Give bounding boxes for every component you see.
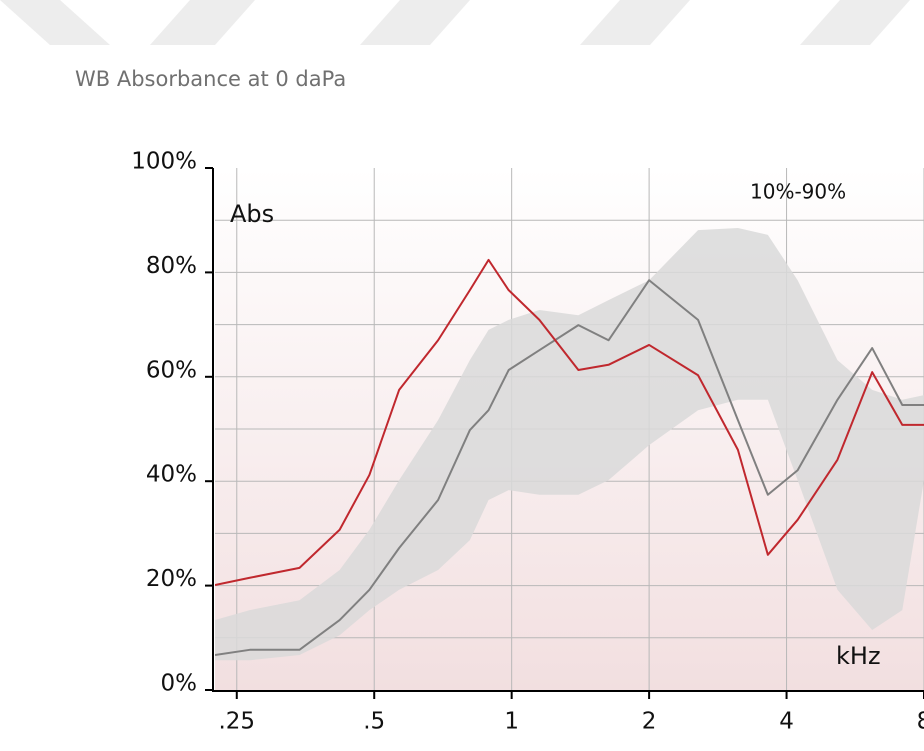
y-tick-label: 40% — [146, 462, 197, 488]
y-tick-label: 0% — [161, 671, 198, 697]
x-tick-label: .25 — [218, 709, 255, 735]
y-tick-label: 100% — [131, 149, 197, 175]
header-stripes — [0, 0, 910, 45]
chart-title: WB Absorbance at 0 daPa — [75, 67, 346, 91]
band-legend: 10%-90% — [750, 180, 846, 204]
x-axis-label: kHz — [836, 642, 881, 670]
x-tick-label: 1 — [504, 709, 519, 735]
data-line — [215, 258, 924, 587]
x-tick-label: .5 — [363, 709, 385, 735]
y-tick-label: 60% — [146, 357, 197, 383]
y-tick-label: 80% — [146, 253, 197, 279]
band-area — [215, 228, 924, 661]
y-tick-label: 20% — [146, 566, 197, 592]
y-axis-label: Abs — [230, 200, 274, 228]
x-tick-label: 8 — [917, 709, 924, 735]
plot — [215, 168, 924, 690]
x-tick-label: 4 — [779, 709, 794, 735]
data-line — [215, 279, 924, 657]
x-tick-label: 2 — [642, 709, 657, 735]
